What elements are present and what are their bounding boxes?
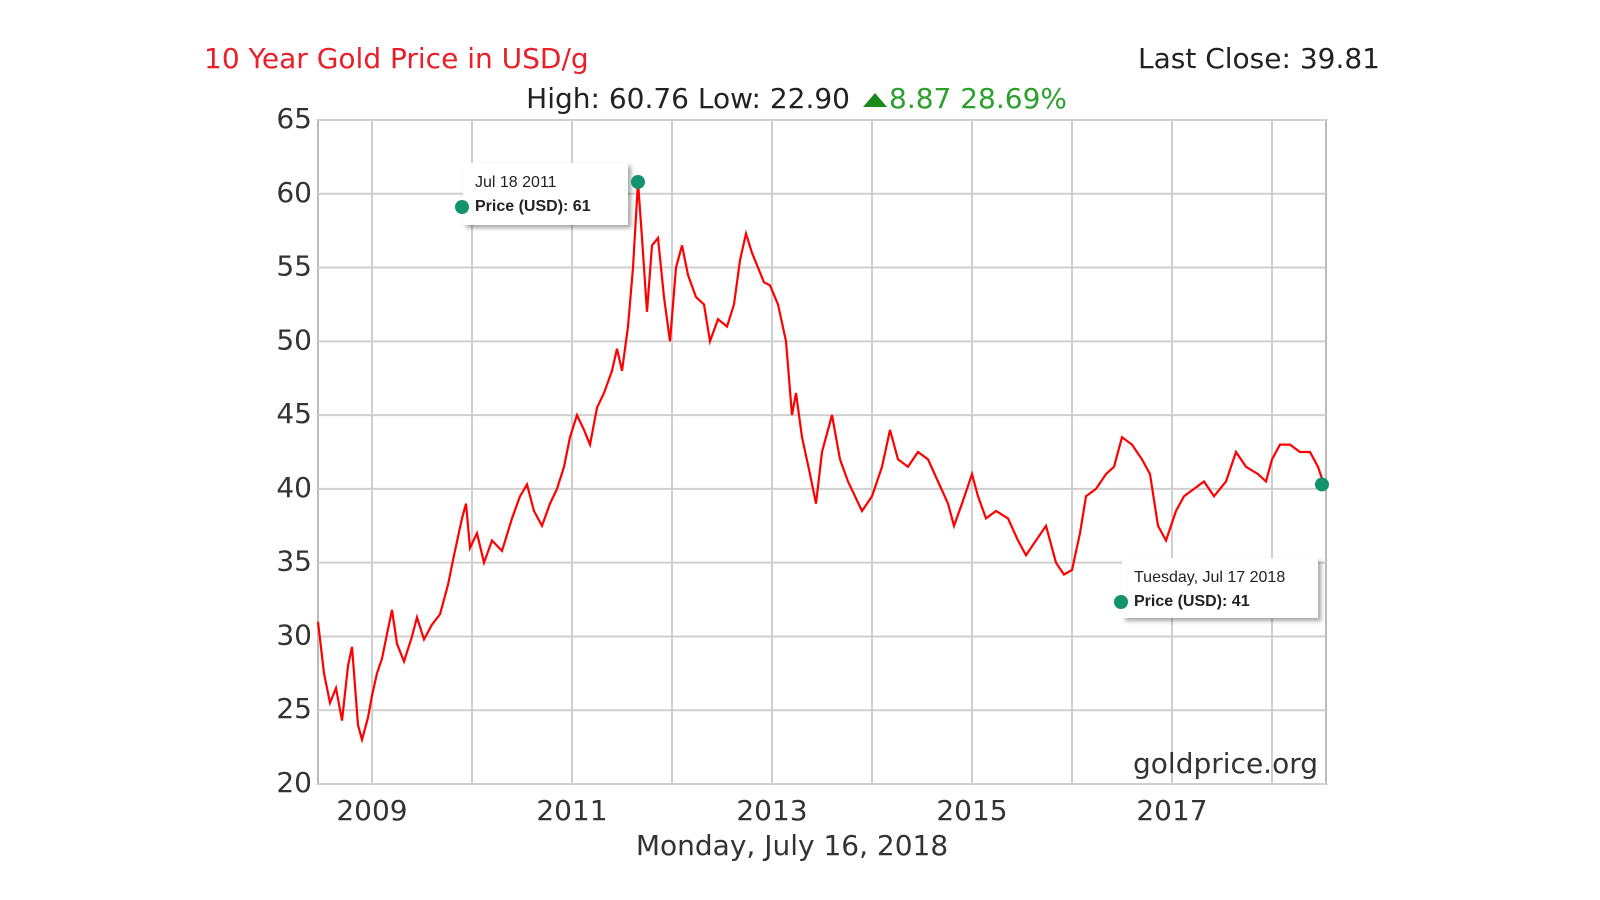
x-tick-label: 2009 (336, 794, 407, 827)
x-tick-label: 2015 (936, 794, 1007, 827)
y-tick-label: 50 (276, 323, 312, 356)
high-low: High: 60.76 Low: 22.90 (526, 82, 850, 115)
point-marker (1315, 477, 1329, 492)
last-close: Last Close: 39.81 (1138, 42, 1380, 75)
y-tick-label: 65 (276, 102, 312, 135)
plot (316, 181, 1326, 744)
tooltip-value: Price (USD): 41 (1134, 593, 1250, 610)
y-tick-label: 35 (276, 545, 312, 578)
x-tick-label: 2011 (536, 794, 607, 827)
x-tick-label: 2017 (1136, 794, 1207, 827)
y-tick-label: 20 (276, 766, 312, 799)
chart-title: 10 Year Gold Price in USD/g (204, 42, 589, 75)
tooltip-dot (455, 200, 469, 214)
point-marker (631, 174, 645, 189)
tooltips: Jul 18 2011 Price (USD): 61 Tuesday, Jul 1… (455, 163, 1329, 618)
y-tick-label: 30 (276, 618, 312, 651)
tooltip-box (463, 163, 628, 225)
tooltip-date: Tuesday, Jul 17 2018 (1134, 569, 1285, 586)
tooltip-box (1122, 558, 1318, 618)
y-tick-label: 25 (276, 692, 312, 725)
y-tick-label: 40 (276, 471, 312, 504)
y-tick-label: 45 (276, 397, 312, 430)
tooltip-value: Price (USD): 61 (475, 198, 591, 215)
y-tick-label: 60 (276, 176, 312, 209)
tooltip-date: Jul 18 2011 (475, 174, 557, 191)
tooltip-dot (1114, 595, 1128, 609)
grid: 20 25 30 35 40 45 50 55 60 65 2009 2011 2013 2015 2017 (276, 102, 1327, 827)
change: 8.87 28.69% (889, 82, 1067, 115)
watermark: goldprice.org (1133, 747, 1318, 780)
up-arrow (863, 93, 887, 107)
price-line (316, 181, 1326, 744)
x-axis-label: Monday, July 16, 2018 (636, 829, 948, 862)
y-tick-label: 55 (276, 250, 312, 283)
x-tick-label: 2013 (736, 794, 807, 827)
